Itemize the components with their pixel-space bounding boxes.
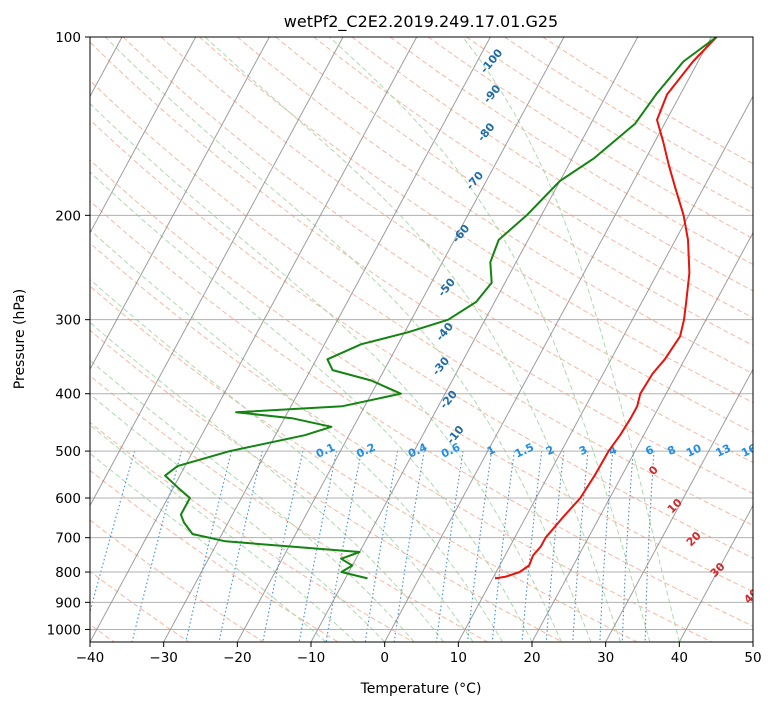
y-tick-label: 800 bbox=[55, 565, 81, 581]
moist-adiabat-line bbox=[104, 37, 592, 642]
dry-adiabat-label: 40 bbox=[741, 586, 761, 606]
y-tick-label: 600 bbox=[55, 491, 81, 507]
dry-adiabat-line bbox=[90, 329, 563, 642]
isotherm-line bbox=[163, 37, 491, 642]
dry-adiabat-line bbox=[90, 519, 264, 642]
mixing-ratio-line bbox=[325, 450, 362, 642]
mixing-ratio-line bbox=[364, 451, 399, 642]
moist-adiabat-line bbox=[90, 321, 444, 642]
y-tick-label: 1000 bbox=[47, 622, 81, 638]
chart-title: wetPf2_C2E2.2019.249.17.01.G25 bbox=[284, 12, 558, 32]
sounding-series bbox=[164, 37, 718, 580]
x-axis-ticks: −40 −30 −20 −10 0 10 20 30 40 50 bbox=[76, 642, 762, 666]
dry-adiabat-line bbox=[90, 159, 753, 593]
isotherm-line bbox=[310, 37, 639, 642]
dry-adiabat-line bbox=[90, 79, 753, 526]
plot-area: 010203040-100-90-80-70-60-50-40-30-20-10… bbox=[90, 37, 761, 642]
plot-frame bbox=[89, 36, 754, 643]
moist-adiabat-line bbox=[90, 229, 503, 642]
y-tick-label: 300 bbox=[55, 313, 81, 329]
mixing-ratio-line bbox=[298, 450, 338, 642]
y-axis-ticks: 100 200 300 400 500 600 700 800 900 1000 bbox=[47, 30, 90, 638]
dry-adiabat-line bbox=[313, 37, 753, 319]
moist-adiabat-line bbox=[90, 452, 327, 642]
x-tick-label: −30 bbox=[149, 650, 178, 666]
moist-adiabat-line bbox=[90, 393, 386, 642]
isotherm-line bbox=[90, 37, 197, 234]
isotherm-line bbox=[90, 37, 344, 507]
isotherm-line bbox=[90, 37, 270, 371]
y-tick-label: 400 bbox=[55, 387, 81, 403]
dewpoint-line bbox=[164, 37, 718, 580]
x-tick-label: 50 bbox=[744, 650, 761, 666]
dry-adiabat-line bbox=[90, 469, 339, 642]
mixing-ratio-label: 16 bbox=[739, 441, 759, 459]
x-tick-label: 0 bbox=[380, 650, 389, 666]
mixing-ratio-label: 13 bbox=[714, 442, 733, 460]
mixing-ratio-line bbox=[491, 451, 515, 642]
isotherm-line bbox=[678, 504, 753, 642]
x-tick-label: 40 bbox=[671, 650, 688, 666]
moist-adiabat-line bbox=[462, 37, 680, 642]
mixing-ratio-line bbox=[218, 450, 263, 642]
isotherm-line bbox=[531, 231, 753, 642]
moist-adiabat-line bbox=[204, 37, 621, 642]
mixing-ratio-line bbox=[90, 450, 136, 614]
dry-adiabat-line bbox=[90, 242, 712, 642]
isotherm-line bbox=[236, 37, 565, 642]
mixing-ratio-label: 10 bbox=[684, 441, 704, 459]
moist-adiabat-line bbox=[90, 424, 356, 642]
x-axis-label: Temperature (°C) bbox=[360, 681, 482, 697]
dry-adiabat-line bbox=[90, 41, 753, 495]
y-tick-label: 100 bbox=[55, 30, 81, 46]
mixing-ratio-line bbox=[572, 451, 589, 642]
y-tick-label: 700 bbox=[55, 531, 81, 547]
mixing-ratio-line bbox=[599, 451, 614, 642]
y-tick-label: 900 bbox=[55, 595, 81, 611]
x-tick-label: −20 bbox=[223, 650, 252, 666]
mixing-ratio-line bbox=[545, 451, 565, 642]
isotherm-line bbox=[457, 95, 753, 642]
y-axis-label: Pressure (hPa) bbox=[12, 289, 28, 389]
x-tick-label: −10 bbox=[297, 650, 326, 666]
dry-adiabat-line bbox=[237, 37, 753, 375]
temperature-line bbox=[494, 37, 718, 580]
x-tick-label: −40 bbox=[76, 650, 105, 666]
mixing-ratio-line bbox=[185, 450, 233, 642]
pressure-gridlines bbox=[90, 37, 753, 630]
y-tick-label: 200 bbox=[55, 208, 81, 224]
x-tick-label: 30 bbox=[597, 650, 614, 666]
mixing-ratio-line bbox=[466, 451, 493, 642]
x-tick-label: 10 bbox=[450, 650, 467, 666]
y-tick-label: 500 bbox=[55, 444, 81, 460]
dry-adiabat-line bbox=[90, 570, 190, 642]
isotherms bbox=[90, 37, 753, 642]
isotherm-line bbox=[384, 37, 712, 642]
moist-adiabat-line bbox=[329, 37, 651, 642]
isotherm-line bbox=[605, 368, 753, 642]
moist-adiabat-line bbox=[90, 278, 474, 642]
dry-adiabat-line bbox=[90, 285, 638, 642]
dry-adiabat-line bbox=[122, 37, 753, 464]
x-tick-label: 20 bbox=[523, 650, 540, 666]
dry-adiabat-line bbox=[275, 37, 753, 347]
isotherm-line bbox=[90, 37, 418, 642]
mixing-ratio-line bbox=[435, 451, 464, 642]
mixing-ratio-line bbox=[262, 450, 304, 642]
mixing-ratio-line bbox=[621, 451, 634, 642]
